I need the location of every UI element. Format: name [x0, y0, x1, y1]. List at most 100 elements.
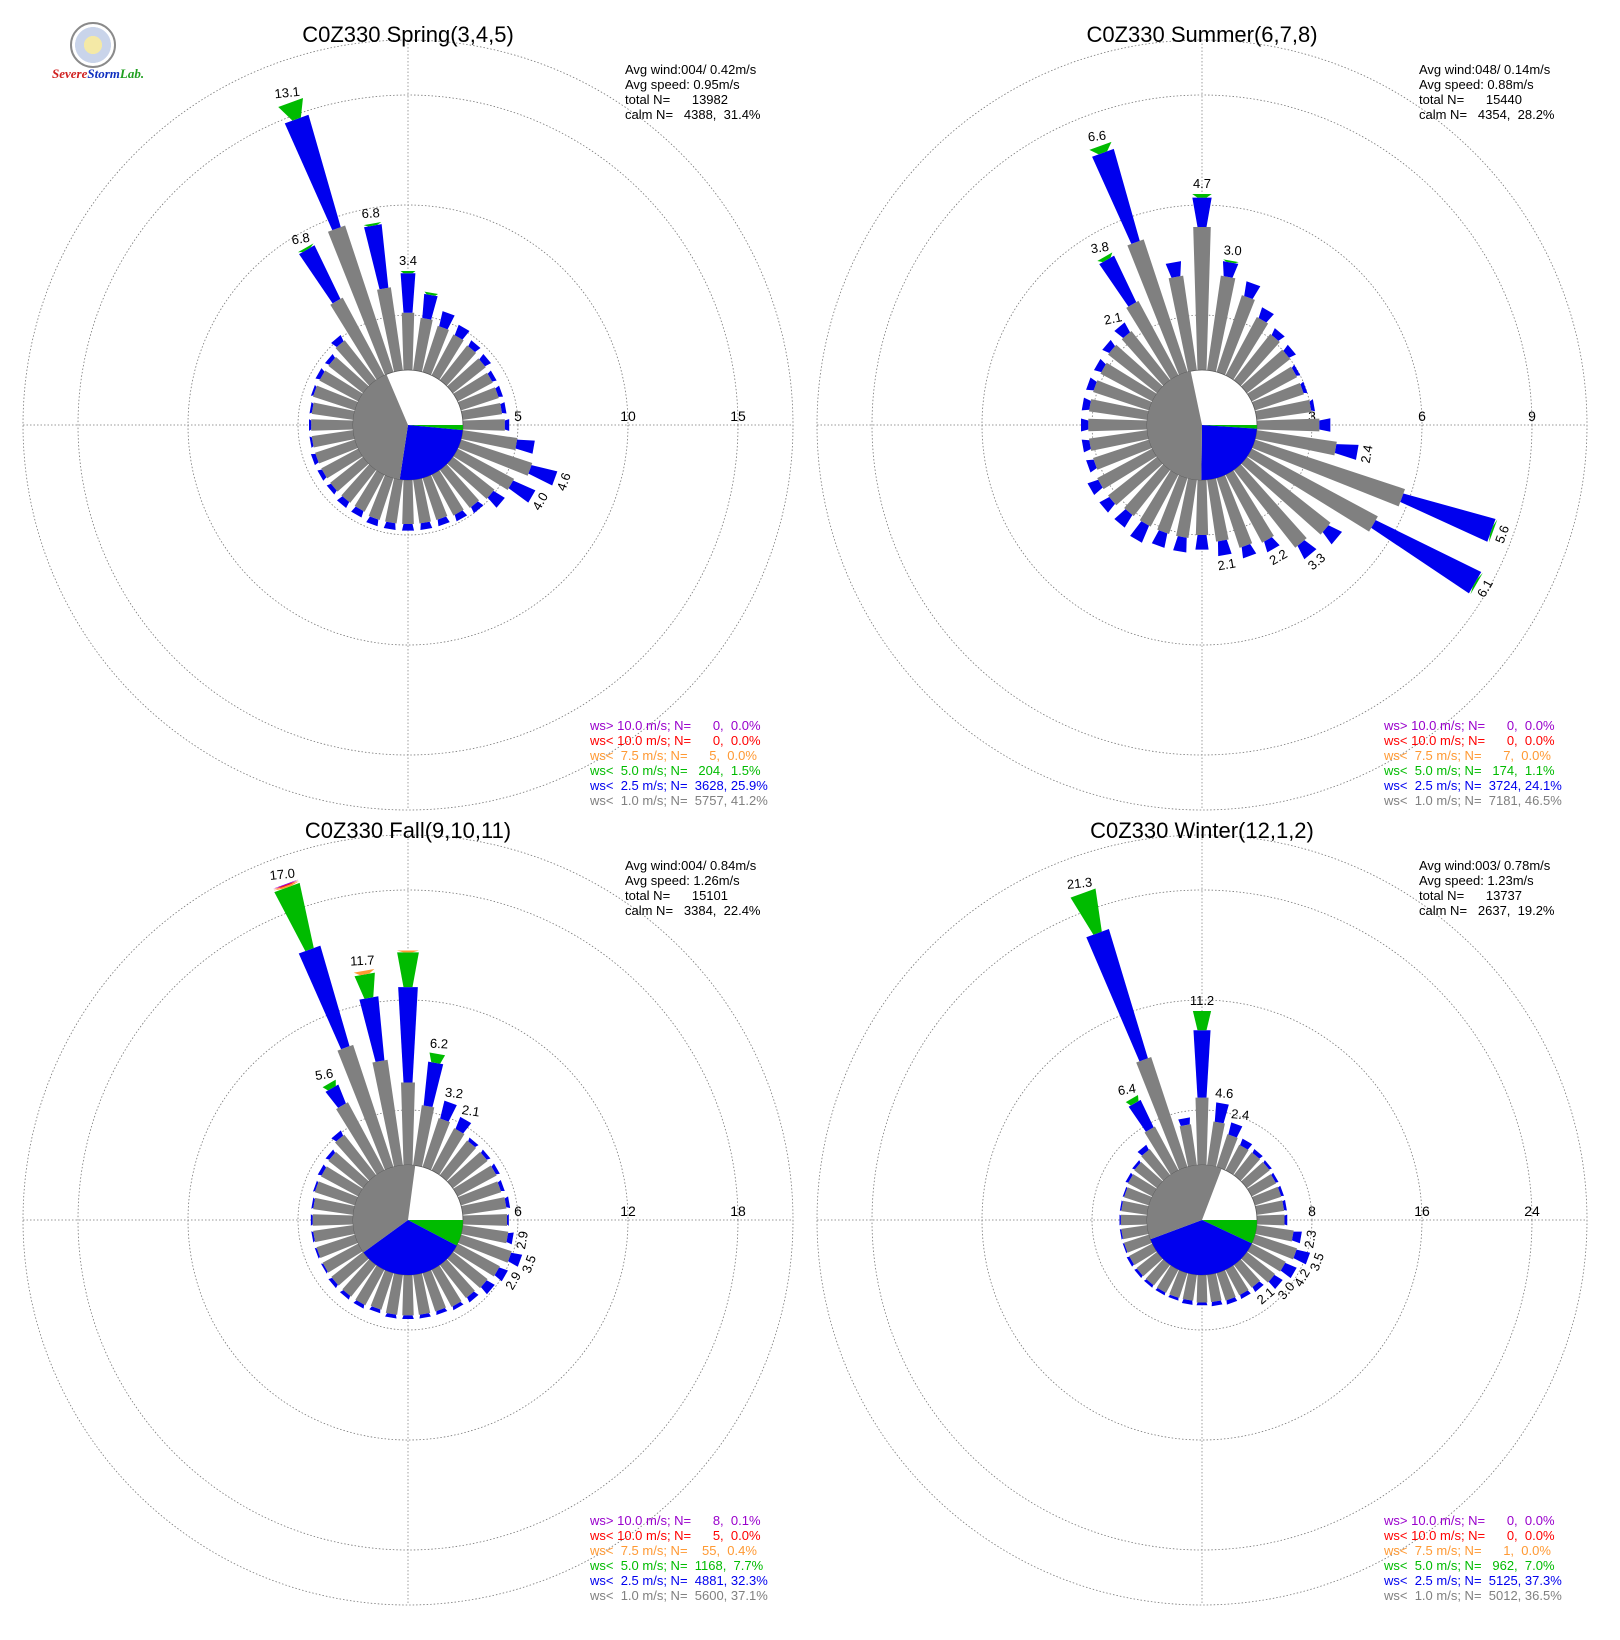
bar-segment-blue	[1137, 1144, 1149, 1156]
bar-segment-blue	[1092, 148, 1140, 244]
bar-segment-blue	[487, 370, 497, 382]
bar-segment-blue	[1193, 1030, 1211, 1098]
bar-segment-gray	[402, 1275, 414, 1316]
stats-line: Avg wind:004/ 0.42m/s	[625, 62, 757, 77]
bar-segment-gray	[431, 1265, 462, 1308]
bar-segment-green	[1488, 519, 1498, 543]
bar-segment-gray	[372, 1059, 403, 1167]
chart-title: C0Z330 Fall(9,10,11)	[305, 818, 511, 843]
bar-segment-gray	[1233, 1152, 1261, 1181]
bar-segment-green	[297, 243, 314, 253]
bar-segment-blue	[515, 439, 535, 454]
bar-segment-gray	[413, 317, 433, 372]
bar-segment-blue	[310, 453, 319, 466]
university-seal-icon	[70, 22, 116, 68]
bar-segment-blue	[1151, 530, 1168, 548]
legend-entry: ws< 1.0 m/s; N= 5012, 36.5%	[1383, 1588, 1562, 1603]
bar-segment-blue	[400, 273, 416, 313]
bar-segment-gray	[320, 1166, 363, 1197]
bar-segment-blue	[507, 1214, 509, 1226]
bar-segment-blue	[1214, 1102, 1229, 1124]
bar-segment-blue	[326, 483, 337, 495]
bar-segment-gray	[1126, 300, 1179, 380]
legend-entry: ws< 1.0 m/s; N= 5600, 37.1%	[589, 1588, 768, 1603]
bar-segment-gray	[370, 1270, 394, 1310]
bar-value-label: 2.3	[1301, 1229, 1319, 1249]
bar-segment-gray	[322, 1243, 363, 1273]
bar-segment-blue	[317, 469, 327, 481]
bar-segment-blue	[508, 480, 536, 503]
bar-segment-blue	[1195, 535, 1209, 550]
bar-segment-gray	[1196, 1275, 1208, 1303]
legend-entry: ws< 1.0 m/s; N= 5757, 41.2%	[589, 793, 768, 808]
bar-segment-gray	[463, 1214, 507, 1226]
bar-segment-gray	[447, 456, 495, 499]
bar-segment-blue	[1291, 364, 1301, 376]
bar-segment-green	[1192, 1011, 1212, 1031]
bar-segment-blue	[1222, 261, 1239, 278]
bar-segment-gray	[1108, 456, 1163, 506]
bar-segment-green	[363, 221, 382, 227]
bar-value-label: 6.6	[1087, 128, 1107, 145]
bar-segment-blue	[311, 1197, 315, 1209]
bar-value-label: 11.2	[1190, 993, 1214, 1008]
bar-segment-red	[273, 880, 299, 890]
bar-segment-blue	[452, 1301, 464, 1311]
ring-label: 16	[1414, 1203, 1430, 1219]
bar-segment-blue	[1099, 496, 1116, 513]
bar-segment-green	[1192, 194, 1212, 198]
bar-segment-blue	[320, 1263, 328, 1274]
bar-segment-gray	[385, 478, 403, 524]
bar-segment-blue	[1268, 1274, 1283, 1290]
bar-value-label: 2.4	[1230, 1106, 1250, 1123]
calm-slice-lt1	[1147, 1165, 1222, 1240]
bar-segment-blue	[468, 1137, 479, 1148]
bar-segment-blue	[1284, 1214, 1288, 1226]
bar-segment-gray	[1145, 1259, 1171, 1286]
bar-segment-gray	[313, 1197, 355, 1215]
legend-entry: ws< 7.5 m/s; N= 1, 0.0%	[1383, 1543, 1551, 1558]
stats-line: Avg wind:004/ 0.84m/s	[625, 858, 757, 873]
bar-segment-blue	[383, 521, 396, 531]
legend-entry: ws< 1.0 m/s; N= 7181, 46.5%	[1383, 793, 1562, 808]
bar-value-label: 3.0	[1223, 242, 1242, 258]
bar-segment-gray	[1247, 366, 1298, 402]
bar-segment-gray	[1193, 227, 1211, 370]
bar-segment-blue	[1081, 397, 1091, 411]
bar-segment-gray	[447, 1151, 488, 1189]
bar-segment-blue	[1086, 377, 1097, 391]
bar-segment-gray	[1257, 418, 1320, 432]
stats-line: total N= 13737	[1419, 888, 1522, 903]
bar-segment-gray	[327, 225, 394, 375]
bar-segment-green	[1470, 572, 1483, 595]
bar-segment-gray	[1252, 382, 1304, 411]
bar-segment-blue	[423, 1061, 444, 1108]
bar-segment-gray	[1134, 1161, 1163, 1189]
bar-segment-blue	[436, 1308, 448, 1316]
bar-segment-blue	[1271, 328, 1285, 341]
bar-segment-blue	[398, 987, 418, 1083]
bar-value-label: 17.0	[269, 865, 296, 883]
legend-entry: ws> 10.0 m/s; N= 0, 0.0%	[1383, 718, 1555, 733]
bar-segment-gray	[1157, 475, 1188, 534]
legend-entry: ws< 2.5 m/s; N= 3724, 24.1%	[1383, 778, 1562, 793]
bar-segment-blue	[324, 353, 336, 365]
bar-segment-blue	[1226, 1297, 1238, 1305]
bar-segment-blue	[1264, 537, 1280, 553]
bar-segment-blue	[1271, 1172, 1279, 1183]
bar-value-label: 3.2	[444, 1085, 464, 1102]
bar-segment-blue	[1371, 520, 1482, 594]
bar-segment-gray	[439, 464, 480, 509]
logo-text: SevereStormLab.	[52, 66, 145, 81]
bar-segment-gray	[1127, 239, 1188, 375]
bar-value-label: 3.4	[399, 253, 417, 268]
bar-segment-gray	[316, 1234, 358, 1258]
bar-value-label: 2.1	[461, 1102, 481, 1120]
bar-segment-blue	[1086, 459, 1097, 473]
bar-segment-blue	[314, 1247, 320, 1259]
bar-segment-blue	[353, 1300, 365, 1309]
bar-segment-blue	[455, 1116, 472, 1134]
legend-entry: ws< 7.5 m/s; N= 5, 0.0%	[589, 748, 757, 763]
bar-segment-gray	[422, 475, 448, 521]
bar-value-label: 3.8	[1090, 239, 1110, 257]
